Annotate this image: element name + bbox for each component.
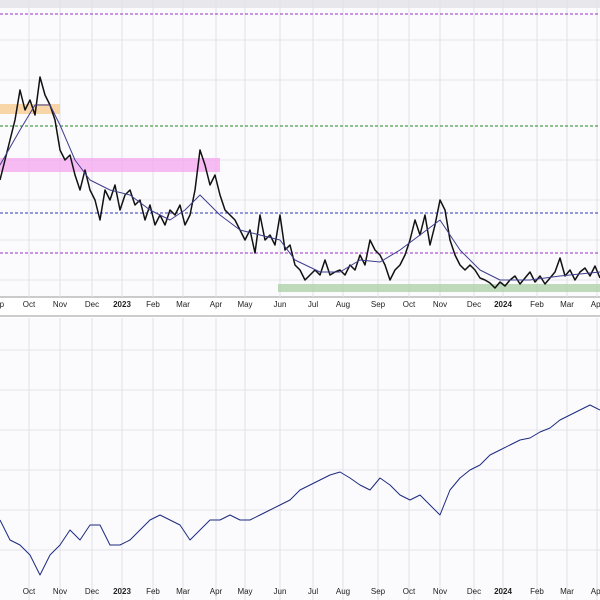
top-strip xyxy=(0,0,600,8)
zone xyxy=(278,284,600,292)
x-tick-label: Nov xyxy=(53,300,67,309)
x-tick-label: Mar xyxy=(560,587,574,596)
x-tick-label: Mar xyxy=(176,300,190,309)
x-tick-label: Oct xyxy=(23,300,36,309)
x-tick-label: Apr xyxy=(210,587,223,596)
x-tick-label: Oct xyxy=(403,300,416,309)
x-tick-label: 2024 xyxy=(494,300,512,309)
x-tick-label: Apr xyxy=(591,587,600,596)
zone xyxy=(0,158,220,172)
x-tick-label: 2023 xyxy=(113,587,131,596)
x-tick-label: 2023 xyxy=(113,300,131,309)
x-tick-label: Sep xyxy=(0,300,5,309)
x-tick-label: Feb xyxy=(146,587,160,596)
x-tick-label: Nov xyxy=(53,587,67,596)
series-line xyxy=(0,404,600,576)
series-line xyxy=(0,104,600,281)
x-tick-label: Nov xyxy=(433,587,447,596)
x-tick-label: Feb xyxy=(530,300,544,309)
x-tick-label: Mar xyxy=(176,587,190,596)
x-tick-label: Apr xyxy=(210,300,223,309)
x-tick-label: Dec xyxy=(85,587,99,596)
x-tick-label: Aug xyxy=(336,587,350,596)
zone xyxy=(0,104,60,114)
x-tick-label: Jun xyxy=(274,587,287,596)
series-line xyxy=(0,76,600,289)
x-tick-label: Oct xyxy=(403,587,416,596)
top-panel-bg xyxy=(0,0,600,297)
x-tick-label: Dec xyxy=(467,300,481,309)
x-tick-label: Jul xyxy=(308,300,318,309)
x-tick-label: Oct xyxy=(23,587,36,596)
x-tick-label: May xyxy=(237,587,252,596)
x-tick-label: Aug xyxy=(336,300,350,309)
x-tick-label: Sep xyxy=(371,300,386,309)
x-tick-label: Dec xyxy=(85,300,99,309)
x-tick-label: Jun xyxy=(274,300,287,309)
x-tick-label: Mar xyxy=(560,300,574,309)
x-tick-label: Nov xyxy=(433,300,447,309)
bottom-panel-bg xyxy=(0,318,600,600)
x-tick-label: Apr xyxy=(591,300,600,309)
x-tick-label: Jul xyxy=(308,587,318,596)
x-tick-label: Feb xyxy=(146,300,160,309)
x-tick-label: Sep xyxy=(371,587,386,596)
x-tick-label: Dec xyxy=(467,587,481,596)
x-tick-label: 2024 xyxy=(494,587,512,596)
x-tick-label: Feb xyxy=(530,587,544,596)
x-tick-label: May xyxy=(237,300,252,309)
